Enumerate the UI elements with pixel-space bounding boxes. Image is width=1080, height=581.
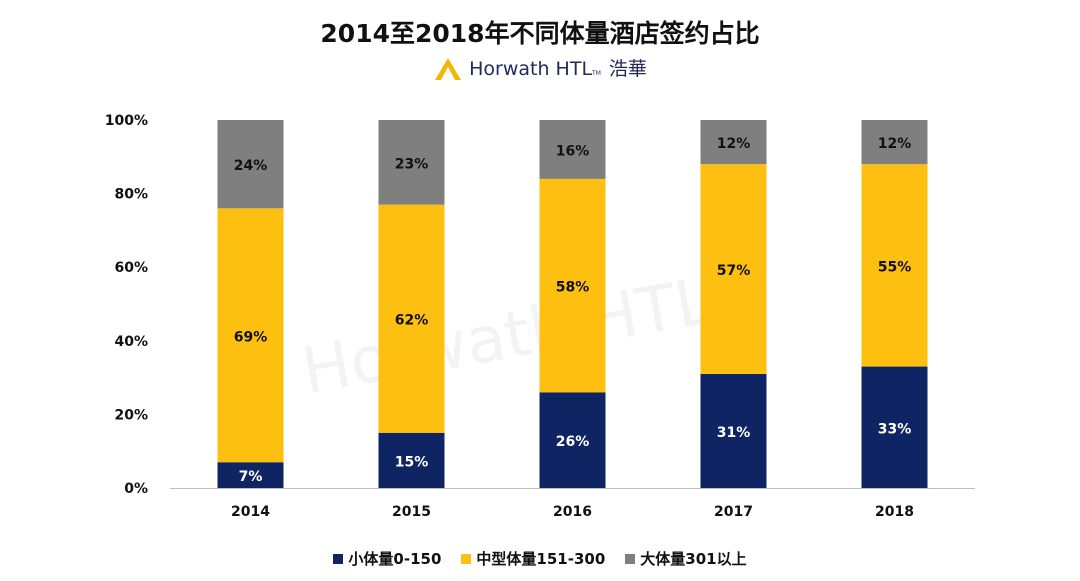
data-label: 12% <box>717 136 751 152</box>
x-tick-label: 2017 <box>714 504 753 520</box>
legend-item: 小体量0-150 <box>333 548 441 569</box>
y-tick-label: 60% <box>114 260 148 276</box>
x-tick-label: 2014 <box>231 504 270 520</box>
data-label: 55% <box>878 259 912 275</box>
y-tick-label: 80% <box>114 187 148 203</box>
data-label: 69% <box>234 329 268 345</box>
legend-label: 小体量0-150 <box>348 550 441 568</box>
legend-swatch <box>625 554 635 564</box>
legend-item: 中型体量151-300 <box>461 548 605 569</box>
data-label: 24% <box>234 158 268 174</box>
data-label: 23% <box>395 156 429 172</box>
y-tick-label: 0% <box>124 481 148 497</box>
data-label: 16% <box>556 143 590 159</box>
legend-swatch <box>333 554 343 564</box>
data-label: 58% <box>556 280 590 296</box>
data-label: 7% <box>239 469 263 485</box>
data-label: 26% <box>556 434 590 450</box>
data-label: 12% <box>878 136 912 152</box>
data-label: 57% <box>717 263 751 279</box>
data-label: 62% <box>395 313 429 329</box>
x-tick-label: 2016 <box>553 504 592 520</box>
x-tick-label: 2018 <box>875 504 914 520</box>
legend-label: 大体量301以上 <box>640 550 746 568</box>
x-tick-label: 2015 <box>392 504 431 520</box>
legend-label: 中型体量151-300 <box>476 550 605 568</box>
y-tick-label: 100% <box>105 113 148 129</box>
y-tick-label: 20% <box>114 407 148 423</box>
data-label: 15% <box>395 454 429 470</box>
legend-item: 大体量301以上 <box>625 548 746 569</box>
data-label: 33% <box>878 421 912 437</box>
data-label: 31% <box>717 425 751 441</box>
legend: 小体量0-150 中型体量151-300 大体量301以上 <box>0 548 1080 569</box>
y-tick-label: 40% <box>114 334 148 350</box>
legend-swatch <box>461 554 471 564</box>
